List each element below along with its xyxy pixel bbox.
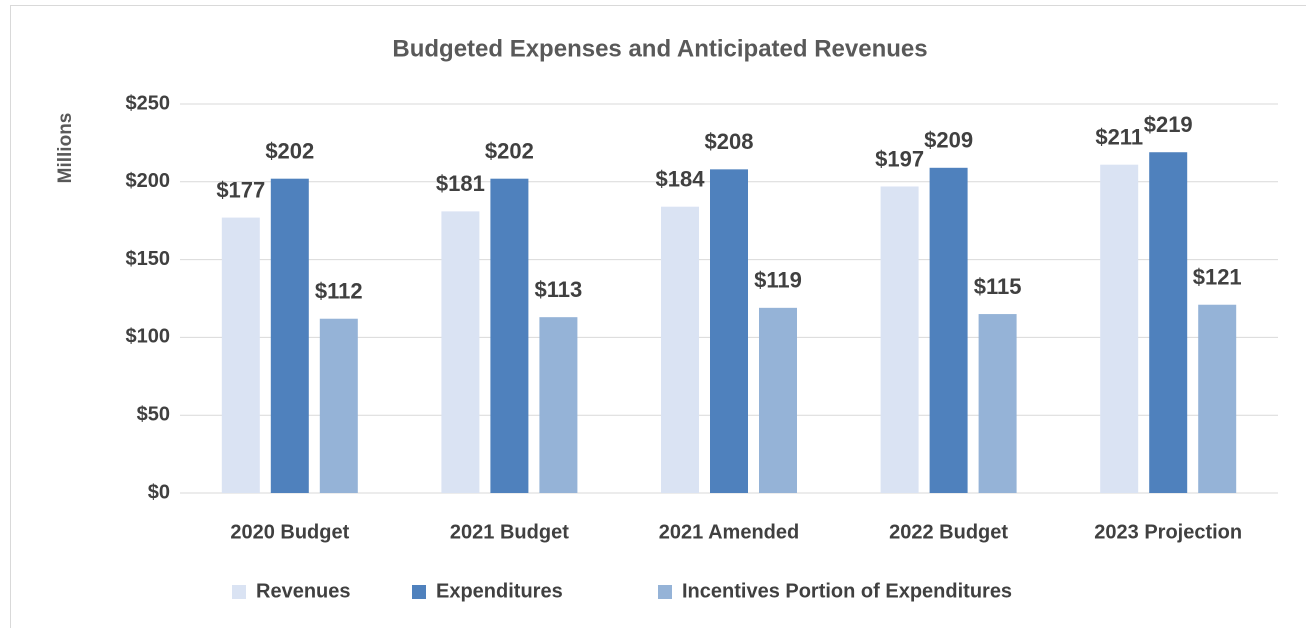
data-label: $113: [535, 277, 583, 302]
data-label: $181: [436, 171, 485, 196]
bar: [1198, 304, 1237, 493]
data-label: $184: [656, 167, 706, 192]
bar: [270, 178, 309, 494]
legend-label: Incentives Portion of Expenditures: [682, 580, 1012, 602]
bar: [1149, 152, 1188, 493]
legend-swatch: [658, 585, 672, 599]
bar: [490, 178, 529, 494]
bar: [710, 169, 748, 494]
y-tick-label: $50: [137, 403, 170, 425]
bar: [441, 211, 480, 493]
y-axis-label: Millions: [55, 113, 76, 184]
data-label: $112: [315, 279, 363, 304]
data-label: $208: [705, 129, 754, 154]
data-label: $177: [216, 177, 265, 202]
legend-swatch: [412, 585, 426, 599]
legend-label: Revenues: [256, 580, 351, 602]
x-tick-label: 2021 Amended: [659, 521, 799, 543]
bar: [759, 307, 797, 493]
bar: [880, 186, 919, 493]
bar: [319, 318, 358, 493]
data-label: $121: [1193, 265, 1242, 290]
data-label: $119: [754, 268, 802, 293]
data-label: $197: [875, 146, 924, 171]
y-tick-label: $200: [126, 170, 171, 192]
x-tick-label: 2022 Budget: [889, 521, 1008, 543]
bar: [1100, 164, 1139, 493]
data-label: $115: [974, 274, 1022, 299]
y-tick-label: $150: [126, 248, 171, 270]
bar: [978, 314, 1017, 493]
x-tick-label: 2021 Budget: [450, 521, 569, 543]
data-label: $209: [924, 128, 973, 153]
data-label: $219: [1144, 112, 1193, 137]
bar: [661, 206, 699, 494]
x-tick-label: 2023 Projection: [1094, 521, 1242, 543]
y-tick-label: $0: [148, 481, 170, 503]
data-label: $202: [485, 139, 534, 164]
y-tick-label: $100: [126, 326, 171, 348]
chart-title: Budgeted Expenses and Anticipated Revenu…: [392, 35, 927, 62]
bar: [539, 317, 578, 493]
legend-label: Expenditures: [436, 580, 563, 602]
data-label: $211: [1095, 124, 1143, 149]
legend-swatch: [232, 585, 246, 599]
bar: [929, 167, 968, 493]
data-label: $202: [265, 139, 314, 164]
y-tick-label: $250: [126, 92, 171, 114]
x-tick-label: 2020 Budget: [230, 521, 349, 543]
bar: [221, 217, 260, 493]
